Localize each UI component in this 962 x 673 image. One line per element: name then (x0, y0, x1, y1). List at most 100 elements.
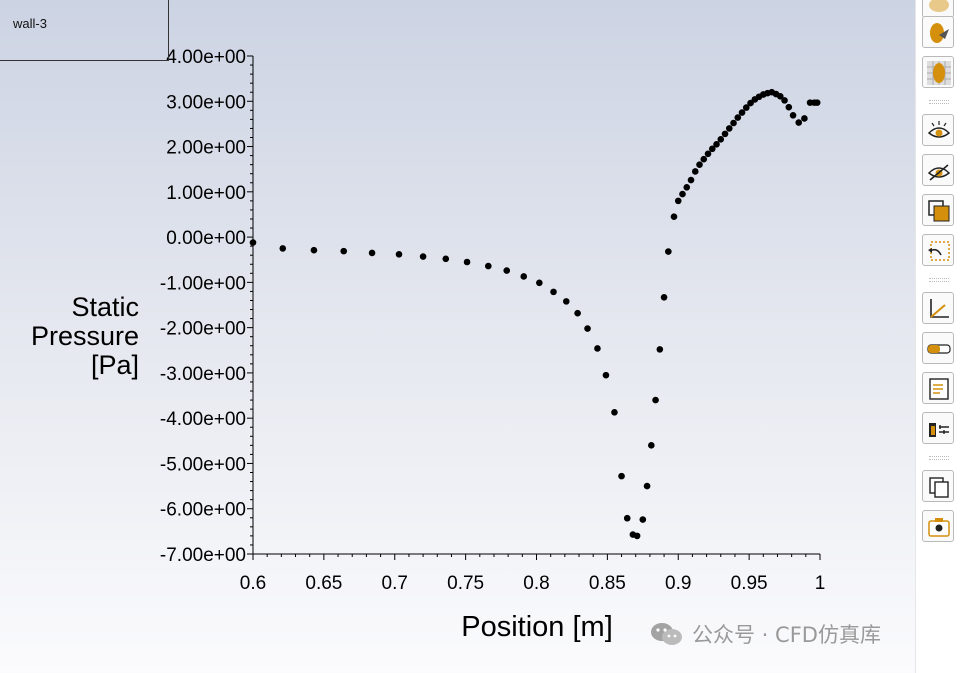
xy-plot: 4.00e+00 3.00e+00 2.00e+00 1.00e+00 0.00e+00… (31, 47, 825, 643)
copy-button[interactable] (922, 470, 954, 502)
screenshot-icon (928, 518, 950, 537)
y-tick-label: 0.00e+00 (166, 228, 246, 249)
y-tick-label: 4.00e+00 (166, 47, 246, 68)
wechat-icon (651, 623, 682, 645)
tick-labels: 4.00e+00 3.00e+00 2.00e+00 1.00e+00 0.00e+00… (160, 47, 825, 594)
data-point (665, 248, 672, 255)
data-point (639, 516, 647, 523)
y-tick-label: 2.00e+00 (166, 138, 246, 159)
data-point (734, 114, 742, 121)
y-axis-label-line: Pressure (31, 321, 139, 351)
data-point (574, 309, 581, 317)
data-point (594, 345, 601, 352)
data-point (368, 249, 376, 257)
data-point (310, 246, 318, 254)
y-tick-label: -3.00e+00 (160, 364, 246, 385)
data-point (442, 255, 450, 263)
show-button[interactable] (922, 114, 954, 146)
data-point (801, 115, 808, 122)
data-point (249, 239, 257, 246)
data-point (562, 298, 570, 305)
graphics-toolbar (915, 0, 962, 673)
graphics-viewport[interactable]: 4.00e+00 3.00e+00 2.00e+00 1.00e+00 0.00e+00… (0, 0, 915, 673)
axes-button[interactable] (922, 292, 954, 324)
data-point (485, 262, 492, 270)
mesh-surface-button[interactable] (922, 56, 954, 88)
layer-fill-button[interactable] (922, 194, 954, 226)
shade-toggle-button[interactable] (922, 0, 954, 18)
data-point (813, 99, 821, 106)
data-point (463, 258, 471, 266)
y-tick-label: -6.00e+00 (160, 500, 246, 521)
data-point (395, 250, 403, 258)
x-axis-label: Position [m] (461, 611, 613, 643)
colormap-icon (927, 344, 951, 354)
data-point (584, 325, 591, 332)
show-icon (927, 121, 951, 138)
data-point (419, 253, 427, 260)
x-tick-label: 0.65 (305, 573, 342, 594)
undo-selection-icon (928, 241, 950, 261)
hemisphere-button[interactable] (922, 16, 954, 48)
x-tick-label: 0.8 (523, 573, 549, 594)
x-tick-label: 1 (815, 573, 826, 594)
data-point (340, 247, 348, 255)
data-point (777, 92, 784, 100)
data-point (713, 140, 720, 148)
report-button[interactable] (922, 372, 954, 404)
data-point (785, 103, 793, 111)
properties-button[interactable] (922, 412, 954, 444)
data-point (503, 267, 511, 274)
data-point (656, 346, 664, 353)
data-point (781, 97, 788, 104)
data-point (602, 371, 610, 379)
x-tick-label: 0.9 (665, 573, 691, 594)
y-tick-label: 1.00e+00 (166, 183, 246, 204)
toolbar-separator (929, 456, 949, 460)
watermark-text: 公众号 · CFD仿真库 (692, 623, 881, 647)
screenshot-button[interactable] (922, 510, 954, 542)
watermark: 公众号 · CFD仿真库 (650, 619, 881, 649)
shade-toggle-icon (929, 0, 949, 12)
y-tick-label: 3.00e+00 (166, 92, 246, 113)
data-point (725, 125, 733, 132)
data-point (687, 176, 695, 184)
data-point (730, 119, 737, 127)
data-point (738, 109, 746, 116)
data-point (520, 273, 528, 280)
data-point (652, 396, 659, 404)
copy-icon (929, 477, 949, 498)
data-point (679, 190, 686, 198)
data-point (643, 482, 651, 490)
toolbar-separator (929, 278, 949, 282)
data-point (795, 119, 803, 126)
y-tick-label: -2.00e+00 (160, 319, 246, 340)
mesh-surface-icon (927, 61, 951, 85)
colormap-button[interactable] (922, 332, 954, 364)
data-point (633, 532, 641, 540)
data-point (550, 288, 557, 296)
data-point (623, 514, 631, 522)
data-point (708, 145, 716, 153)
data-point (683, 183, 691, 191)
data-point (660, 294, 668, 301)
data-point (700, 155, 708, 163)
data-point (618, 472, 625, 480)
y-tick-label: -5.00e+00 (160, 454, 246, 475)
layer-fill-icon (928, 200, 950, 222)
axes-icon (930, 299, 949, 318)
x-tick-label: 0.95 (731, 573, 768, 594)
y-tick-label: -7.00e+00 (160, 545, 246, 566)
hide-button[interactable] (922, 154, 954, 186)
legend[interactable]: wall-3 (0, 0, 169, 61)
data-point (536, 279, 543, 287)
data-point (717, 136, 725, 143)
data-point (696, 161, 703, 168)
legend-label: wall-3 (13, 16, 47, 31)
report-icon (929, 378, 949, 400)
undo-selection-button[interactable] (922, 234, 954, 266)
data-point (721, 130, 729, 138)
data-point (670, 213, 678, 221)
data-point (742, 104, 750, 111)
